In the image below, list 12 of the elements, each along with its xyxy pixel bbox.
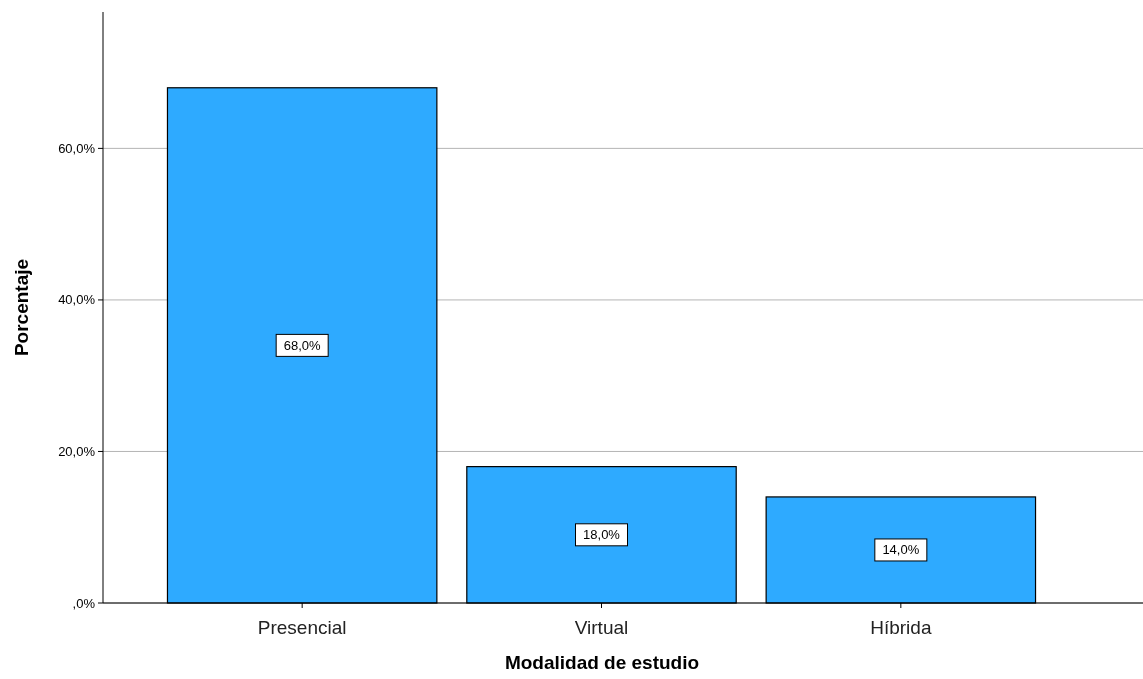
x-tick-label: Presencial xyxy=(257,616,347,638)
data-label: 14,0% xyxy=(882,542,920,558)
data-label: 68,0% xyxy=(283,337,322,353)
y-tick-label: 60,0% xyxy=(58,140,96,156)
y-tick-label: 20,0% xyxy=(58,443,96,459)
y-tick-label: ,0% xyxy=(72,595,96,611)
y-tick-label: 40,0% xyxy=(58,292,96,308)
y-axis-title: Porcentaje xyxy=(11,258,32,357)
x-axis-title: Modalidad de estudio xyxy=(504,652,700,673)
data-label: 18,0% xyxy=(583,527,621,543)
x-tick-label: Virtual xyxy=(574,616,629,638)
x-tick-label: Híbrida xyxy=(870,616,932,638)
